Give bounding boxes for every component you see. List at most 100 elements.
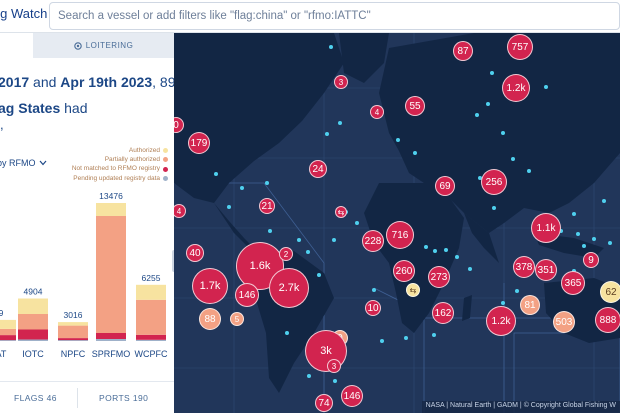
bar-segment[interactable] xyxy=(96,203,126,216)
port-marker[interactable] xyxy=(329,45,333,49)
port-marker[interactable] xyxy=(404,336,408,340)
port-marker[interactable] xyxy=(444,248,448,252)
bar-segment[interactable] xyxy=(136,339,166,341)
map-cluster[interactable]: 10 xyxy=(365,300,381,316)
map-cluster[interactable]: 62 xyxy=(600,281,620,303)
port-marker[interactable] xyxy=(338,121,342,125)
map-cluster[interactable]: 21 xyxy=(259,198,275,214)
port-marker[interactable] xyxy=(307,374,311,378)
port-marker[interactable] xyxy=(265,181,269,185)
port-marker[interactable] xyxy=(544,85,548,89)
port-marker[interactable] xyxy=(214,172,218,176)
map-cluster[interactable]: 2 xyxy=(279,247,293,261)
port-marker[interactable] xyxy=(325,132,329,136)
port-marker[interactable] xyxy=(424,245,428,249)
port-marker[interactable] xyxy=(413,151,417,155)
map-cluster[interactable]: 503 xyxy=(553,311,575,333)
map-cluster[interactable]: 378 xyxy=(513,256,535,278)
map-cluster[interactable]: 4 xyxy=(370,105,384,119)
map-cluster[interactable]: 146 xyxy=(341,385,363,407)
map-cluster[interactable]: 5 xyxy=(230,312,244,326)
map-cluster[interactable]: 69 xyxy=(435,176,455,196)
map-cluster[interactable]: 4 xyxy=(174,204,186,218)
bar-segment[interactable] xyxy=(0,319,16,329)
map-cluster[interactable]: 1.7k xyxy=(192,268,228,304)
ports-count[interactable]: PORTS 190 xyxy=(99,393,149,403)
port-marker[interactable] xyxy=(592,237,596,241)
bar-segment[interactable] xyxy=(96,333,126,339)
tab-loitering[interactable]: LOITERING xyxy=(33,33,174,58)
map-cluster[interactable]: 3 xyxy=(334,75,348,89)
map-cluster[interactable]: 3 xyxy=(327,359,341,373)
port-marker[interactable] xyxy=(527,169,531,173)
group-by-select[interactable]: by RFMO xyxy=(0,158,47,168)
port-marker[interactable] xyxy=(240,186,244,190)
port-marker[interactable] xyxy=(317,273,321,277)
map-cluster[interactable]: 260 xyxy=(393,260,415,282)
port-marker[interactable] xyxy=(227,205,231,209)
search-box[interactable] xyxy=(49,2,620,30)
bar-segment[interactable] xyxy=(96,216,126,333)
port-marker[interactable] xyxy=(285,331,289,335)
port-marker[interactable] xyxy=(468,267,472,271)
map-cluster[interactable]: 179 xyxy=(188,132,210,154)
bar-segment[interactable] xyxy=(58,325,88,339)
map-cluster[interactable]: 9 xyxy=(583,252,599,268)
port-marker[interactable] xyxy=(433,249,437,253)
port-marker[interactable] xyxy=(372,288,376,292)
map-cluster[interactable]: 228 xyxy=(362,230,384,252)
bar-segment[interactable] xyxy=(18,298,48,315)
search-input[interactable] xyxy=(50,3,619,29)
port-marker[interactable] xyxy=(582,244,586,248)
bar-segment[interactable] xyxy=(0,328,16,336)
map-cluster[interactable]: 273 xyxy=(428,266,450,288)
port-marker[interactable] xyxy=(490,71,494,75)
map-cluster[interactable]: 757 xyxy=(507,34,533,60)
map-cluster[interactable]: 351 xyxy=(535,259,557,281)
port-marker[interactable] xyxy=(515,289,519,293)
map[interactable]: 757 87 1.2k 3 55 4 179 0 24 69 256 21 4 228 716 1.1k 40 1… xyxy=(174,33,620,413)
bar-segment[interactable] xyxy=(58,322,88,326)
port-marker[interactable] xyxy=(608,241,612,245)
port-marker[interactable] xyxy=(475,113,479,117)
port-marker[interactable] xyxy=(380,339,384,343)
port-marker[interactable] xyxy=(455,255,459,259)
bar-segment[interactable] xyxy=(18,339,48,342)
map-cluster[interactable]: 55 xyxy=(405,96,425,116)
map-cluster[interactable]: 716 xyxy=(386,221,414,249)
flags-count[interactable]: FLAGS 46 xyxy=(14,393,57,403)
map-cluster[interactable]: 87 xyxy=(453,41,473,61)
bar-segment[interactable] xyxy=(18,329,48,340)
bar-segment[interactable] xyxy=(136,284,166,300)
port-marker[interactable] xyxy=(332,238,336,242)
map-cluster[interactable]: 81 xyxy=(520,295,540,315)
port-marker[interactable] xyxy=(492,206,496,210)
map-cluster[interactable]: 256 xyxy=(481,169,507,195)
port-marker[interactable] xyxy=(602,199,606,203)
map-cluster[interactable]: 888 xyxy=(595,307,620,333)
port-marker[interactable] xyxy=(501,301,505,305)
map-cluster[interactable]: 365 xyxy=(561,271,585,295)
port-marker[interactable] xyxy=(432,333,436,337)
map-cluster[interactable]: 88 xyxy=(199,308,221,330)
map-cluster[interactable]: ⇆ xyxy=(335,206,347,218)
port-marker[interactable] xyxy=(333,379,337,383)
map-cluster[interactable]: 146 xyxy=(235,283,259,307)
map-cluster[interactable]: ⇆ xyxy=(406,283,420,297)
port-marker[interactable] xyxy=(355,221,359,225)
bar-segment[interactable] xyxy=(58,338,88,341)
bar-segment[interactable] xyxy=(18,314,48,330)
map-cluster[interactable]: 1.2k xyxy=(502,74,530,102)
port-marker[interactable] xyxy=(572,212,576,216)
port-marker[interactable] xyxy=(306,250,310,254)
map-cluster[interactable]: 162 xyxy=(432,302,454,324)
port-marker[interactable] xyxy=(501,131,505,135)
port-marker[interactable] xyxy=(268,229,272,233)
map-cluster[interactable]: 40 xyxy=(186,244,204,262)
port-marker[interactable] xyxy=(478,176,482,180)
port-marker[interactable] xyxy=(486,102,490,106)
map-cluster[interactable]: 1.2k xyxy=(486,306,516,336)
map-cluster[interactable]: 1.1k xyxy=(531,213,561,243)
bar-segment[interactable] xyxy=(136,334,166,340)
map-cluster[interactable]: 74 xyxy=(315,394,333,412)
